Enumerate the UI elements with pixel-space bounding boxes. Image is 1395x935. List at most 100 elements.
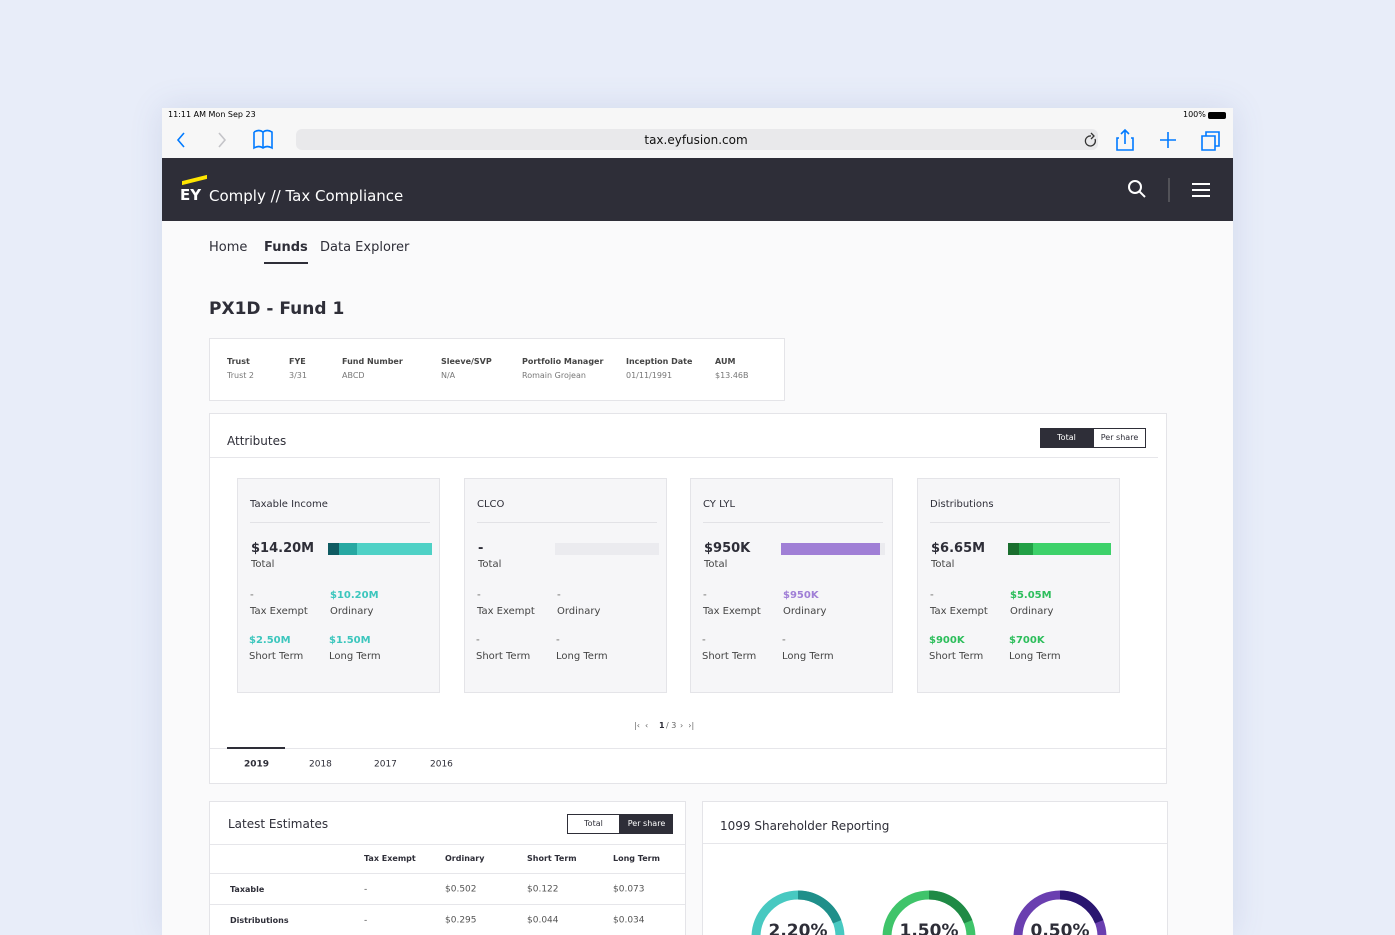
gauge-ring xyxy=(797,890,842,924)
cell: - xyxy=(364,884,368,895)
bar-segment xyxy=(1018,543,1033,555)
battery-icon xyxy=(1208,112,1226,119)
attribute-card xyxy=(690,478,893,693)
item-label: Tax Exempt xyxy=(250,606,308,617)
item-label: Ordinary xyxy=(330,606,374,617)
logo: EY xyxy=(180,186,202,204)
status-time: 11:11 AM Mon Sep 23 xyxy=(168,110,256,120)
new-tab-icon[interactable] xyxy=(1160,132,1176,148)
cell: - xyxy=(364,915,368,926)
share-icon[interactable] xyxy=(1116,128,1134,151)
bar-segment xyxy=(357,543,432,555)
card-bar-track xyxy=(781,543,885,555)
toggle-button[interactable] xyxy=(1040,428,1093,448)
gauges: 2.20% 1.50% 0.50% xyxy=(751,890,1107,935)
status-battery: 100% xyxy=(1183,110,1206,120)
pager-last[interactable]: › ›| xyxy=(680,721,695,731)
info-value: N/A xyxy=(441,371,456,381)
item-label: Tax Exempt xyxy=(477,606,535,617)
nav-item[interactable]: Data Explorer xyxy=(320,240,410,256)
pager-first[interactable]: |‹ ‹ xyxy=(634,721,649,731)
year-tab[interactable]: 2016 xyxy=(430,759,453,770)
attribute-card xyxy=(464,478,667,693)
toggle-label[interactable]: Total xyxy=(584,819,603,829)
item-label: Ordinary xyxy=(557,606,601,617)
item-value: - xyxy=(250,590,254,601)
item-value: $900K xyxy=(929,635,965,646)
divider xyxy=(703,843,1167,844)
card-total-label: Total xyxy=(251,559,275,570)
toggle-button[interactable] xyxy=(620,814,673,834)
forward-icon xyxy=(218,132,227,148)
toggle-button[interactable] xyxy=(567,814,620,834)
bar-segment xyxy=(781,543,880,555)
row-label: Taxable xyxy=(230,885,265,895)
item-value: - xyxy=(556,635,560,646)
header-icons xyxy=(1128,178,1210,202)
card-title: CLCO xyxy=(477,499,505,510)
search-icon[interactable] xyxy=(1128,180,1142,194)
item-value: $2.50M xyxy=(249,635,291,646)
item-label: Long Term xyxy=(782,651,834,662)
card-title: Taxable Income xyxy=(250,499,328,510)
item-value: $5.05M xyxy=(1010,590,1052,601)
column-header: Tax Exempt xyxy=(364,854,416,864)
cell: $0.295 xyxy=(445,915,477,926)
year-tab[interactable]: 2017 xyxy=(374,759,397,770)
menu-icon[interactable] xyxy=(1192,183,1210,197)
card-title: CY LYL xyxy=(703,499,736,510)
url[interactable]: tax.eyfusion.com xyxy=(644,132,748,147)
gauge-label: 2.20% xyxy=(769,921,828,935)
divider xyxy=(477,522,657,523)
item-value: - xyxy=(930,590,934,601)
item-label: Long Term xyxy=(329,651,381,662)
tabs-icon[interactable] xyxy=(1201,131,1220,151)
reporting-title: 1099 Shareholder Reporting xyxy=(720,818,890,833)
fund-info xyxy=(209,338,785,401)
divider xyxy=(210,844,685,845)
divider xyxy=(930,522,1110,523)
item-value: $10.20M xyxy=(330,590,379,601)
cell: $0.073 xyxy=(613,884,645,895)
bookmarks-icon[interactable] xyxy=(253,129,273,150)
item-label: Tax Exempt xyxy=(703,606,761,617)
card-total-label: Total xyxy=(478,559,502,570)
info-label: AUM xyxy=(715,357,736,367)
info-label: Fund Number xyxy=(342,357,403,367)
nav-item[interactable]: Home xyxy=(209,240,248,256)
toggle-label[interactable]: Per share xyxy=(1100,433,1139,443)
year-tab[interactable]: 2019 xyxy=(244,759,270,770)
reload-icon[interactable] xyxy=(1084,132,1097,147)
toggle-button[interactable] xyxy=(1093,428,1146,448)
item-value: - xyxy=(557,590,561,601)
card-total-label: Total xyxy=(931,559,955,570)
cell: $0.034 xyxy=(613,915,645,926)
gauge-ring xyxy=(928,890,973,924)
item-label: Long Term xyxy=(1009,651,1061,662)
bar-segment xyxy=(1008,543,1019,555)
item-value: - xyxy=(703,590,707,601)
gauge-label: 1.50% xyxy=(900,921,959,935)
attribute-card xyxy=(917,478,1120,693)
info-label: Inception Date xyxy=(626,357,693,367)
card-title: Distributions xyxy=(930,499,994,510)
nav-item[interactable]: Funds xyxy=(264,240,308,256)
info-label: FYE xyxy=(289,357,306,367)
item-label: Ordinary xyxy=(1010,606,1054,617)
bar-segment xyxy=(338,543,358,555)
cell: $0.044 xyxy=(527,915,559,926)
toggle-label[interactable]: Total xyxy=(1057,433,1076,443)
back-icon[interactable] xyxy=(176,132,185,148)
divider xyxy=(210,748,1166,749)
url-bar[interactable] xyxy=(296,129,1098,150)
year-tab[interactable]: 2018 xyxy=(309,759,332,770)
info-value: 01/11/1991 xyxy=(626,371,673,381)
item-value: $950K xyxy=(783,590,819,601)
info-label: Portfolio Manager xyxy=(522,357,604,367)
info-value: ABCD xyxy=(342,371,365,381)
column-header: Short Term xyxy=(527,854,577,864)
info-value: Trust 2 xyxy=(227,371,255,381)
toggle-label[interactable]: Per share xyxy=(627,819,666,829)
divider xyxy=(210,904,685,905)
divider xyxy=(250,522,430,523)
